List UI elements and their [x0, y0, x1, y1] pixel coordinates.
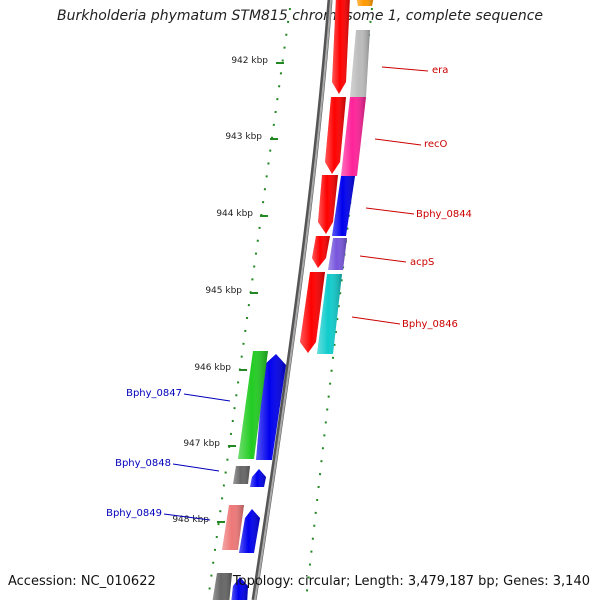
kbp-scale: 942 kbp 943 kbp 944 kbp 945 kbp 946 kbp …: [172, 56, 284, 525]
kbp-mark-948: 948 kbp: [172, 515, 225, 525]
outer-strand-genes: [300, 0, 350, 353]
kbp-label: 947 kbp: [183, 439, 220, 449]
gene-label-bphy-0846[interactable]: Bphy_0846: [402, 319, 458, 330]
kbp-label: 948 kbp: [172, 515, 209, 525]
kbp-mark-944: 944 kbp: [216, 209, 268, 219]
inner-tick-ring: [207, 7, 291, 600]
gene-label-acps[interactable]: acpS: [410, 257, 434, 268]
kbp-label: 943 kbp: [225, 132, 262, 142]
kbp-mark-943: 943 kbp: [225, 132, 278, 142]
left-gene-labels: Bphy_0847 Bphy_0848 Bphy_0849: [106, 388, 231, 521]
gene-label-bphy-0844[interactable]: Bphy_0844: [416, 209, 472, 220]
gene-label-bphy-0847[interactable]: Bphy_0847: [126, 388, 182, 399]
gene-label-bphy-0849[interactable]: Bphy_0849: [106, 508, 162, 519]
right-gene-labels: era recO Bphy_0844 acpS Bphy_0846: [351, 65, 472, 330]
kbp-label: 942 kbp: [231, 56, 268, 66]
kbp-mark-945: 945 kbp: [205, 286, 258, 296]
kbp-mark-947: 947 kbp: [183, 439, 236, 449]
chromosome-backbone: [251, 0, 333, 600]
kbp-label: 944 kbp: [216, 209, 253, 219]
accession-label: Accession: NC_010622: [8, 574, 156, 589]
topology-summary: Topology: circular; Length: 3,479,187 bp…: [232, 574, 590, 589]
outer-strand-colored-genes: [317, 0, 374, 354]
gene-label-era[interactable]: era: [432, 65, 448, 76]
gene-label-reco[interactable]: recO: [424, 139, 448, 150]
inner-minor-ticks: [207, 7, 291, 600]
inner-strand-colored-genes: [212, 351, 268, 600]
kbp-label: 945 kbp: [205, 286, 242, 296]
kbp-mark-946: 946 kbp: [194, 363, 247, 373]
gene-label-bphy-0848[interactable]: Bphy_0848: [115, 458, 171, 469]
map-title: Burkholderia phymatum STM815 chromosome …: [56, 8, 543, 24]
backbone-light: [254, 0, 332, 600]
kbp-mark-942: 942 kbp: [231, 56, 284, 66]
kbp-label: 946 kbp: [194, 363, 231, 373]
